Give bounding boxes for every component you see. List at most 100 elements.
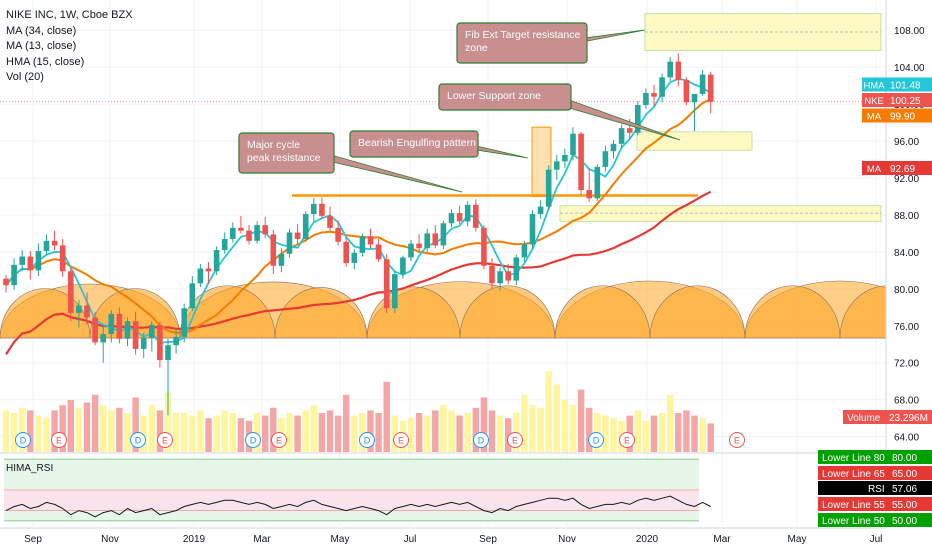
candle-body	[578, 133, 584, 191]
earnings-marker	[729, 432, 745, 448]
x-tick-label: May	[788, 534, 807, 545]
volume-bar	[140, 415, 147, 452]
volume-bar	[415, 413, 423, 452]
volume-bar	[699, 418, 706, 452]
volume-bar	[10, 413, 18, 452]
candle-body	[221, 238, 228, 251]
candle-body	[545, 169, 552, 207]
candle-body	[294, 232, 301, 239]
volume-bar	[35, 415, 42, 452]
dividend-marker	[130, 432, 146, 448]
dividend-marker	[15, 432, 31, 448]
volume-bar	[237, 418, 245, 452]
volume-bar	[529, 405, 536, 452]
volume-bar	[164, 392, 172, 452]
candle-body	[707, 74, 714, 102]
volume-bar	[270, 407, 277, 452]
volume-bar	[407, 418, 415, 452]
volume-bar	[577, 389, 585, 452]
volume-bar	[359, 413, 366, 452]
candle-body	[302, 214, 309, 239]
annotation-engulfing-text: Bearish Engulfing pattern	[358, 137, 476, 149]
dividend-marker	[473, 432, 489, 448]
candle-body	[367, 236, 374, 245]
x-tick-label: Sep	[24, 534, 42, 545]
event-label: D	[593, 436, 600, 446]
volume-bar	[59, 405, 66, 452]
volume-bar	[383, 381, 390, 452]
annotation-cycle-text: Major cycle	[247, 139, 300, 151]
legend-study-ma13[interactable]: MA (13, close)	[6, 40, 77, 52]
candle-body	[181, 308, 187, 337]
candle-body	[254, 225, 260, 241]
candle-body	[246, 230, 252, 241]
volume-bar	[221, 410, 228, 452]
cycle-arc-minor	[554, 285, 651, 339]
volume-bar	[488, 410, 496, 452]
candle-body	[675, 61, 682, 81]
annotation-fib-text: zone	[465, 42, 488, 54]
x-tick-label: 2020	[636, 534, 659, 545]
rsi-scale-name: Lower Line 50	[822, 516, 885, 527]
candle-body	[400, 257, 406, 275]
candle-body	[699, 74, 706, 94]
event-label: D	[478, 436, 485, 446]
event-label: E	[398, 436, 404, 446]
candle-body	[59, 245, 66, 272]
candle-body	[618, 128, 625, 144]
earnings-marker	[393, 432, 409, 448]
rsi-scale-badge	[818, 466, 932, 480]
event-label: E	[56, 436, 62, 446]
candle-body	[157, 324, 163, 360]
annotation-support-text: Lower Support zone	[447, 90, 541, 102]
candle-body	[554, 161, 560, 170]
price-scale-name-bg	[862, 93, 886, 107]
rsi-band-upper	[4, 459, 699, 490]
candle-body	[643, 93, 649, 106]
rsi-pane	[0, 452, 932, 529]
x-tick-label: May	[331, 534, 350, 545]
rsi-scale-badge	[818, 481, 932, 495]
zones	[292, 13, 882, 222]
x-tick-label: Nov	[101, 534, 119, 545]
rsi-scale-name: Lower Line 80	[822, 453, 885, 464]
candle-body	[659, 77, 665, 97]
candle-body	[19, 256, 25, 265]
candle-body	[27, 256, 34, 271]
volume-bar	[124, 413, 131, 452]
price-scale-value: 92.69	[890, 164, 915, 175]
rsi-scale-badge	[818, 497, 932, 511]
rsi-title[interactable]: HIMA_RSI	[6, 463, 54, 474]
candle-body	[327, 215, 333, 228]
volume-bar	[310, 405, 317, 452]
candle-body	[116, 313, 123, 339]
candle-body	[424, 233, 430, 249]
legend-title[interactable]: NIKE INC, 1W, Cboe BZX	[6, 9, 133, 21]
volume-bar	[440, 405, 447, 452]
y-tick-label: 88.00	[894, 211, 919, 222]
volume-bar	[480, 397, 488, 452]
volume-bar	[472, 407, 479, 452]
price-scale-name-bg	[862, 108, 886, 123]
volume-bar	[456, 415, 463, 452]
volume-bar	[545, 371, 552, 452]
candle-body	[375, 244, 382, 260]
price-scale-name: NKE	[864, 96, 884, 107]
price-scale-value: 100.25	[890, 96, 921, 107]
legend-study-ma34[interactable]: MA (34, close)	[6, 24, 77, 37]
volume-bar	[602, 415, 609, 452]
candle-body	[84, 305, 90, 318]
price-scale-name-bg	[862, 77, 886, 92]
candle-body	[529, 214, 536, 245]
x-axis: Sep Nov 2019 Mar May Jul Sep Nov 2020 Mar May Jul	[24, 534, 882, 545]
y-tick-label: 96.00	[894, 137, 919, 148]
rsi-scale-value: 50.00	[892, 516, 917, 527]
x-tick-label: Mar	[253, 534, 271, 545]
candle-body	[691, 93, 698, 103]
price-scale-value-bg	[886, 161, 932, 175]
legend-study-vol[interactable]: Vol (20)	[6, 71, 44, 83]
volume-bar	[156, 410, 164, 452]
x-tick-label: Jul	[404, 534, 417, 545]
legend-study-hma[interactable]: HMA (15, close)	[6, 55, 85, 68]
